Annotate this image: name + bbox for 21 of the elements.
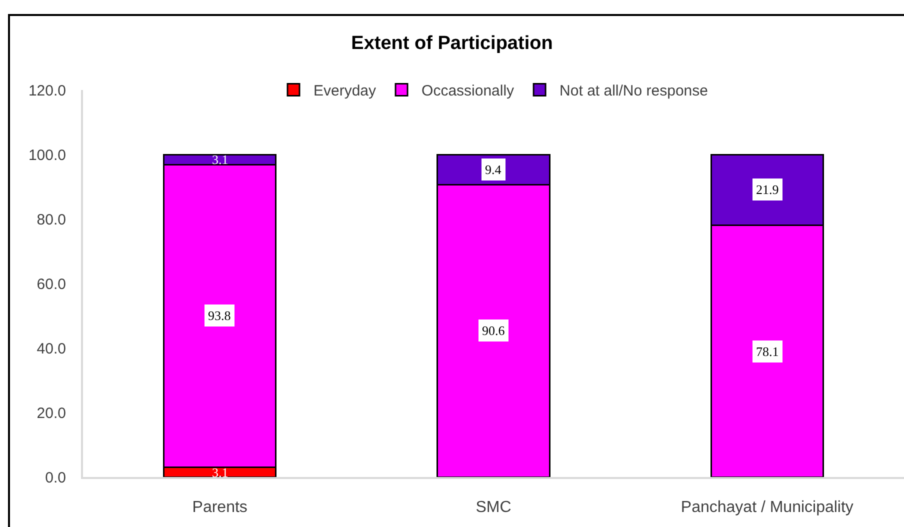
y-tick-label: 80.0 [36,211,66,228]
data-label: 21.9 [756,182,779,197]
data-label: 9.4 [485,162,502,177]
y-tick-label: 20.0 [36,404,66,422]
data-label: 90.6 [482,323,506,338]
y-tick-label: 120.0 [28,82,66,100]
y-tick-label: 0.0 [45,469,66,486]
legend-label: Occassionally [422,82,515,100]
x-tick-label: SMC [476,499,512,516]
y-tick-label: 40.0 [36,340,66,358]
x-tick-label: Parents [192,499,248,516]
data-label: 3.1 [212,465,228,480]
y-tick-label: 60.0 [36,276,66,293]
data-label: 3.1 [212,152,228,167]
legend-label: Not at all/No response [560,82,708,100]
x-tick-label: Panchayat / Municipality [680,499,854,516]
chart-title: Extent of Participation [351,32,553,54]
y-tick-label: 100.0 [28,146,66,164]
legend-label: Everyday [314,82,377,100]
data-label: 93.8 [208,308,231,323]
data-label: 78.1 [756,344,779,359]
